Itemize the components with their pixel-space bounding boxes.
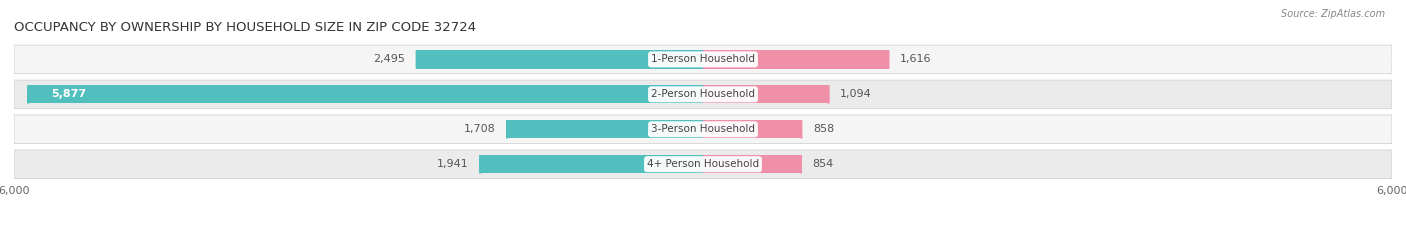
Bar bbox=[703, 120, 801, 138]
FancyBboxPatch shape bbox=[14, 115, 1392, 144]
Text: 1,616: 1,616 bbox=[900, 55, 932, 64]
Bar bbox=[28, 85, 703, 103]
FancyBboxPatch shape bbox=[14, 80, 1392, 109]
Text: 1-Person Household: 1-Person Household bbox=[651, 55, 755, 64]
Text: 3-Person Household: 3-Person Household bbox=[651, 124, 755, 134]
Legend: Owner-occupied, Renter-occupied: Owner-occupied, Renter-occupied bbox=[583, 230, 823, 233]
Text: 1,941: 1,941 bbox=[437, 159, 468, 169]
FancyBboxPatch shape bbox=[14, 45, 1392, 74]
Text: 858: 858 bbox=[813, 124, 834, 134]
Text: 2-Person Household: 2-Person Household bbox=[651, 89, 755, 99]
Bar bbox=[479, 155, 703, 173]
Text: 5,877: 5,877 bbox=[51, 89, 86, 99]
FancyBboxPatch shape bbox=[14, 150, 1392, 179]
Text: OCCUPANCY BY OWNERSHIP BY HOUSEHOLD SIZE IN ZIP CODE 32724: OCCUPANCY BY OWNERSHIP BY HOUSEHOLD SIZE… bbox=[14, 21, 477, 34]
Text: 854: 854 bbox=[813, 159, 834, 169]
Text: Source: ZipAtlas.com: Source: ZipAtlas.com bbox=[1281, 9, 1385, 19]
Bar bbox=[508, 120, 703, 138]
Text: 1,094: 1,094 bbox=[841, 89, 872, 99]
Bar bbox=[416, 50, 703, 69]
Text: 2,495: 2,495 bbox=[373, 55, 405, 64]
Bar bbox=[703, 50, 889, 69]
Bar bbox=[703, 85, 828, 103]
Bar bbox=[703, 155, 801, 173]
Text: 1,708: 1,708 bbox=[464, 124, 495, 134]
Text: 4+ Person Household: 4+ Person Household bbox=[647, 159, 759, 169]
